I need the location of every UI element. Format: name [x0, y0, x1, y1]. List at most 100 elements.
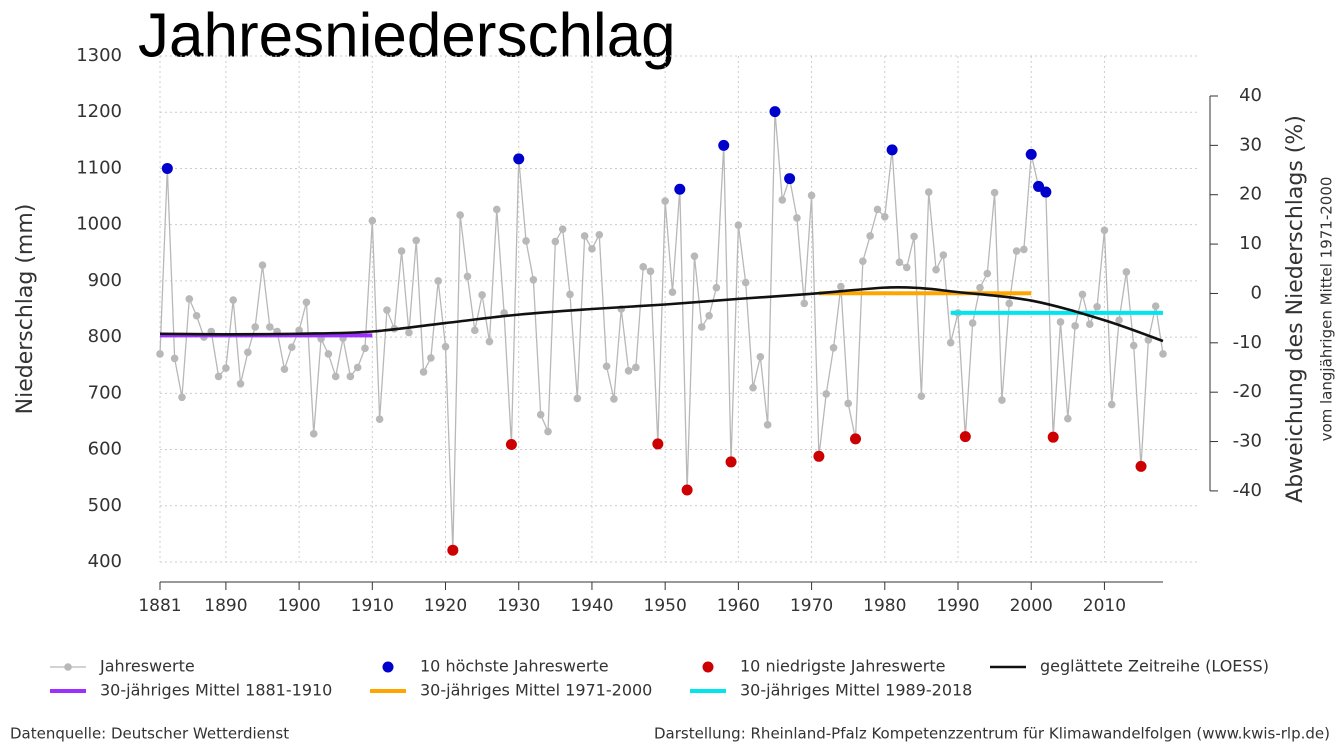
data-point [602, 362, 611, 371]
data-point [844, 399, 852, 408]
data-point [397, 247, 406, 255]
legend-label: 30-jähriges Mittel 1989-2018 [740, 681, 972, 700]
data-point [910, 232, 918, 241]
data-point [544, 427, 552, 436]
data-point [983, 269, 992, 278]
data-point [639, 263, 647, 271]
highlight-point [505, 438, 517, 450]
data-point [1005, 299, 1014, 308]
data-point [266, 323, 274, 331]
y2-tick-label: 0 [1251, 282, 1262, 303]
data-point [1085, 320, 1094, 328]
data-point [1064, 414, 1072, 423]
data-point [558, 225, 567, 233]
data-point [441, 342, 450, 351]
data-point [471, 326, 479, 335]
data-point [610, 395, 618, 403]
data-point [1078, 290, 1087, 299]
data-point [324, 350, 333, 358]
data-point [419, 368, 428, 376]
y2-tick-label: 30 [1239, 134, 1262, 155]
data-point [295, 326, 303, 335]
data-point [778, 196, 787, 204]
x-tick-label: 1990 [936, 596, 979, 616]
data-point [375, 415, 384, 423]
data-point [1100, 226, 1109, 235]
y2-tick-label: -30 [1233, 431, 1262, 452]
y2-axis-sublabel: vom langjährigen Mittel 1971-2000 [1318, 177, 1336, 442]
data-point [434, 277, 443, 285]
data-point [383, 306, 391, 314]
legend-label: 10 niedrigste Jahreswerte [740, 657, 945, 676]
data-point [990, 188, 999, 197]
highlight-point [784, 173, 796, 185]
data-point [632, 363, 640, 372]
data-point [573, 394, 582, 403]
data-point [895, 258, 904, 267]
x-tick-label: 1950 [644, 596, 687, 616]
data-point [287, 343, 296, 352]
y2-tick-label: 20 [1239, 184, 1262, 205]
data-point [939, 251, 948, 259]
highlight-point [769, 106, 781, 118]
data-point [170, 354, 179, 363]
data-point [1093, 302, 1101, 311]
data-point [492, 205, 501, 214]
data-point [690, 252, 699, 260]
legend-swatch [64, 663, 72, 671]
data-point [1159, 350, 1167, 358]
chart-title: Jahresniederschlag [138, 1, 676, 70]
x-tick-label: 1980 [863, 596, 906, 616]
legend-label: 30-jähriges Mittel 1971-2000 [420, 681, 652, 700]
data-point [244, 348, 252, 357]
data-point [580, 232, 589, 240]
data-point [705, 311, 713, 320]
data-point [456, 211, 464, 219]
y2-tick-label: 40 [1239, 85, 1262, 106]
data-point [668, 288, 677, 296]
highlight-point [1040, 186, 1052, 198]
data-point [412, 236, 421, 245]
data-point [624, 367, 633, 375]
data-point [837, 282, 845, 291]
data-point [1144, 336, 1153, 344]
data-point [478, 291, 486, 299]
data-point [829, 343, 838, 352]
data-point [976, 283, 984, 292]
series-line [159, 111, 1164, 551]
data-point [346, 372, 355, 381]
data-point [946, 338, 955, 347]
legend-swatch [382, 661, 394, 673]
x-tick-label: 1900 [277, 596, 320, 616]
data-point [522, 237, 530, 245]
data-point [697, 323, 706, 331]
highlight-point [813, 450, 825, 462]
legend-label: geglättete Zeitreihe (LOESS) [1040, 657, 1269, 676]
data-point [361, 344, 369, 353]
highlight-point [1047, 431, 1059, 443]
x-tick-label: 1890 [204, 596, 247, 616]
data-point [756, 352, 765, 361]
data-point [763, 421, 772, 429]
highlight-point [447, 544, 459, 556]
data-point [214, 372, 223, 381]
data-point [331, 372, 340, 381]
data-point [229, 296, 238, 304]
data-point [807, 191, 816, 200]
data-point [873, 205, 882, 214]
data-point [258, 261, 267, 269]
data-point [485, 337, 494, 346]
x-tick-label: 1910 [351, 596, 394, 616]
data-point [1107, 400, 1116, 409]
y-axis-label: Niederschlag (mm) [13, 204, 38, 415]
data-point [1071, 322, 1079, 330]
highlight-point [513, 153, 525, 165]
x-tick-label: 2000 [1010, 596, 1053, 616]
data-point [178, 393, 186, 402]
data-point [968, 319, 977, 327]
legend-label: Jahreswerte [99, 657, 195, 676]
data-point [551, 237, 560, 246]
data-point [646, 267, 655, 276]
y2-axis-label: Abweichung des Niederschlags (%) [1283, 115, 1308, 503]
